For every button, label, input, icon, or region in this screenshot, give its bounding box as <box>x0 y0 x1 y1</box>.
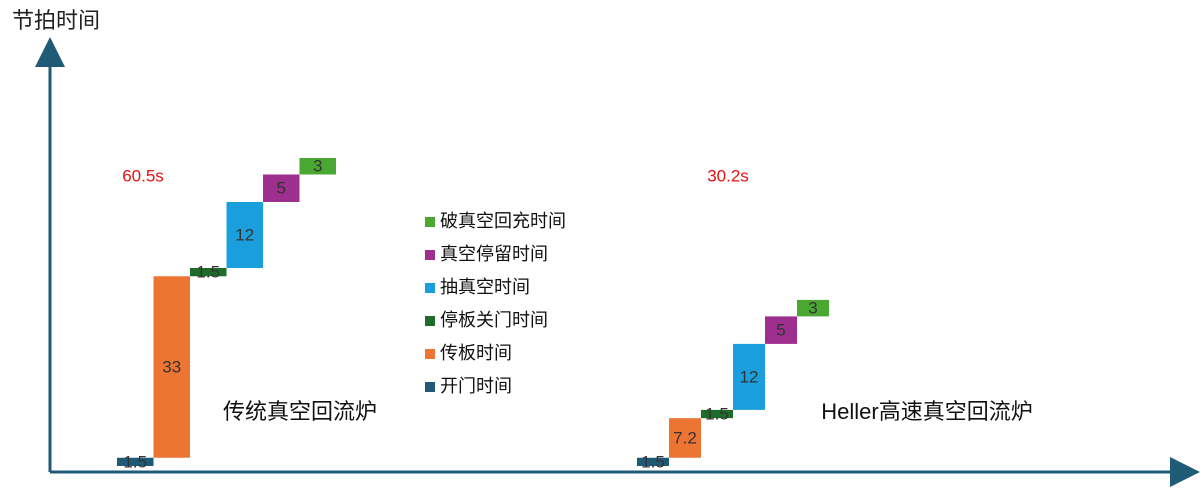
bar <box>263 174 300 202</box>
total-label: 60.5s <box>122 166 164 185</box>
data-label: 5 <box>776 321 785 340</box>
category-label: 传统真空回流炉 <box>223 399 377 424</box>
bar <box>733 343 765 410</box>
data-label: 1.5 <box>123 452 147 471</box>
category-label: Heller高速真空回流炉 <box>821 399 1032 424</box>
legend-label: 破真空回充时间 <box>440 211 566 231</box>
legend-swatch <box>425 217 435 227</box>
bar <box>797 299 829 317</box>
bar <box>637 457 669 466</box>
legend-label: 开门时间 <box>440 376 512 396</box>
bar <box>701 409 733 419</box>
bar <box>117 457 154 466</box>
legend-swatch <box>425 349 435 359</box>
legend-label: 停板关门时间 <box>440 310 548 330</box>
legend-swatch <box>425 250 435 260</box>
legend-swatch <box>425 316 435 326</box>
data-label: 12 <box>235 225 254 244</box>
legend-swatch <box>425 382 435 392</box>
y-axis-label: 节拍时间 <box>12 8 100 33</box>
bar <box>190 268 227 277</box>
data-label: 1.5 <box>641 452 665 471</box>
data-label: 12 <box>740 367 759 386</box>
data-label: 1.5 <box>196 263 220 282</box>
bar <box>226 202 263 268</box>
legend-label: 传板时间 <box>440 343 512 363</box>
total-label: 30.2s <box>707 166 749 185</box>
data-label: 3 <box>808 299 817 318</box>
bar <box>153 276 190 458</box>
data-label: 5 <box>277 179 286 198</box>
bar <box>669 418 701 458</box>
legend-swatch <box>425 283 435 293</box>
bar <box>299 158 336 175</box>
data-label: 1.5 <box>705 405 729 424</box>
data-label: 33 <box>162 357 181 376</box>
data-label: 3 <box>313 157 322 176</box>
bar <box>765 316 797 344</box>
legend-label: 抽真空时间 <box>440 277 530 297</box>
legend-label: 真空停留时间 <box>440 244 548 264</box>
data-label: 7.2 <box>673 428 697 447</box>
